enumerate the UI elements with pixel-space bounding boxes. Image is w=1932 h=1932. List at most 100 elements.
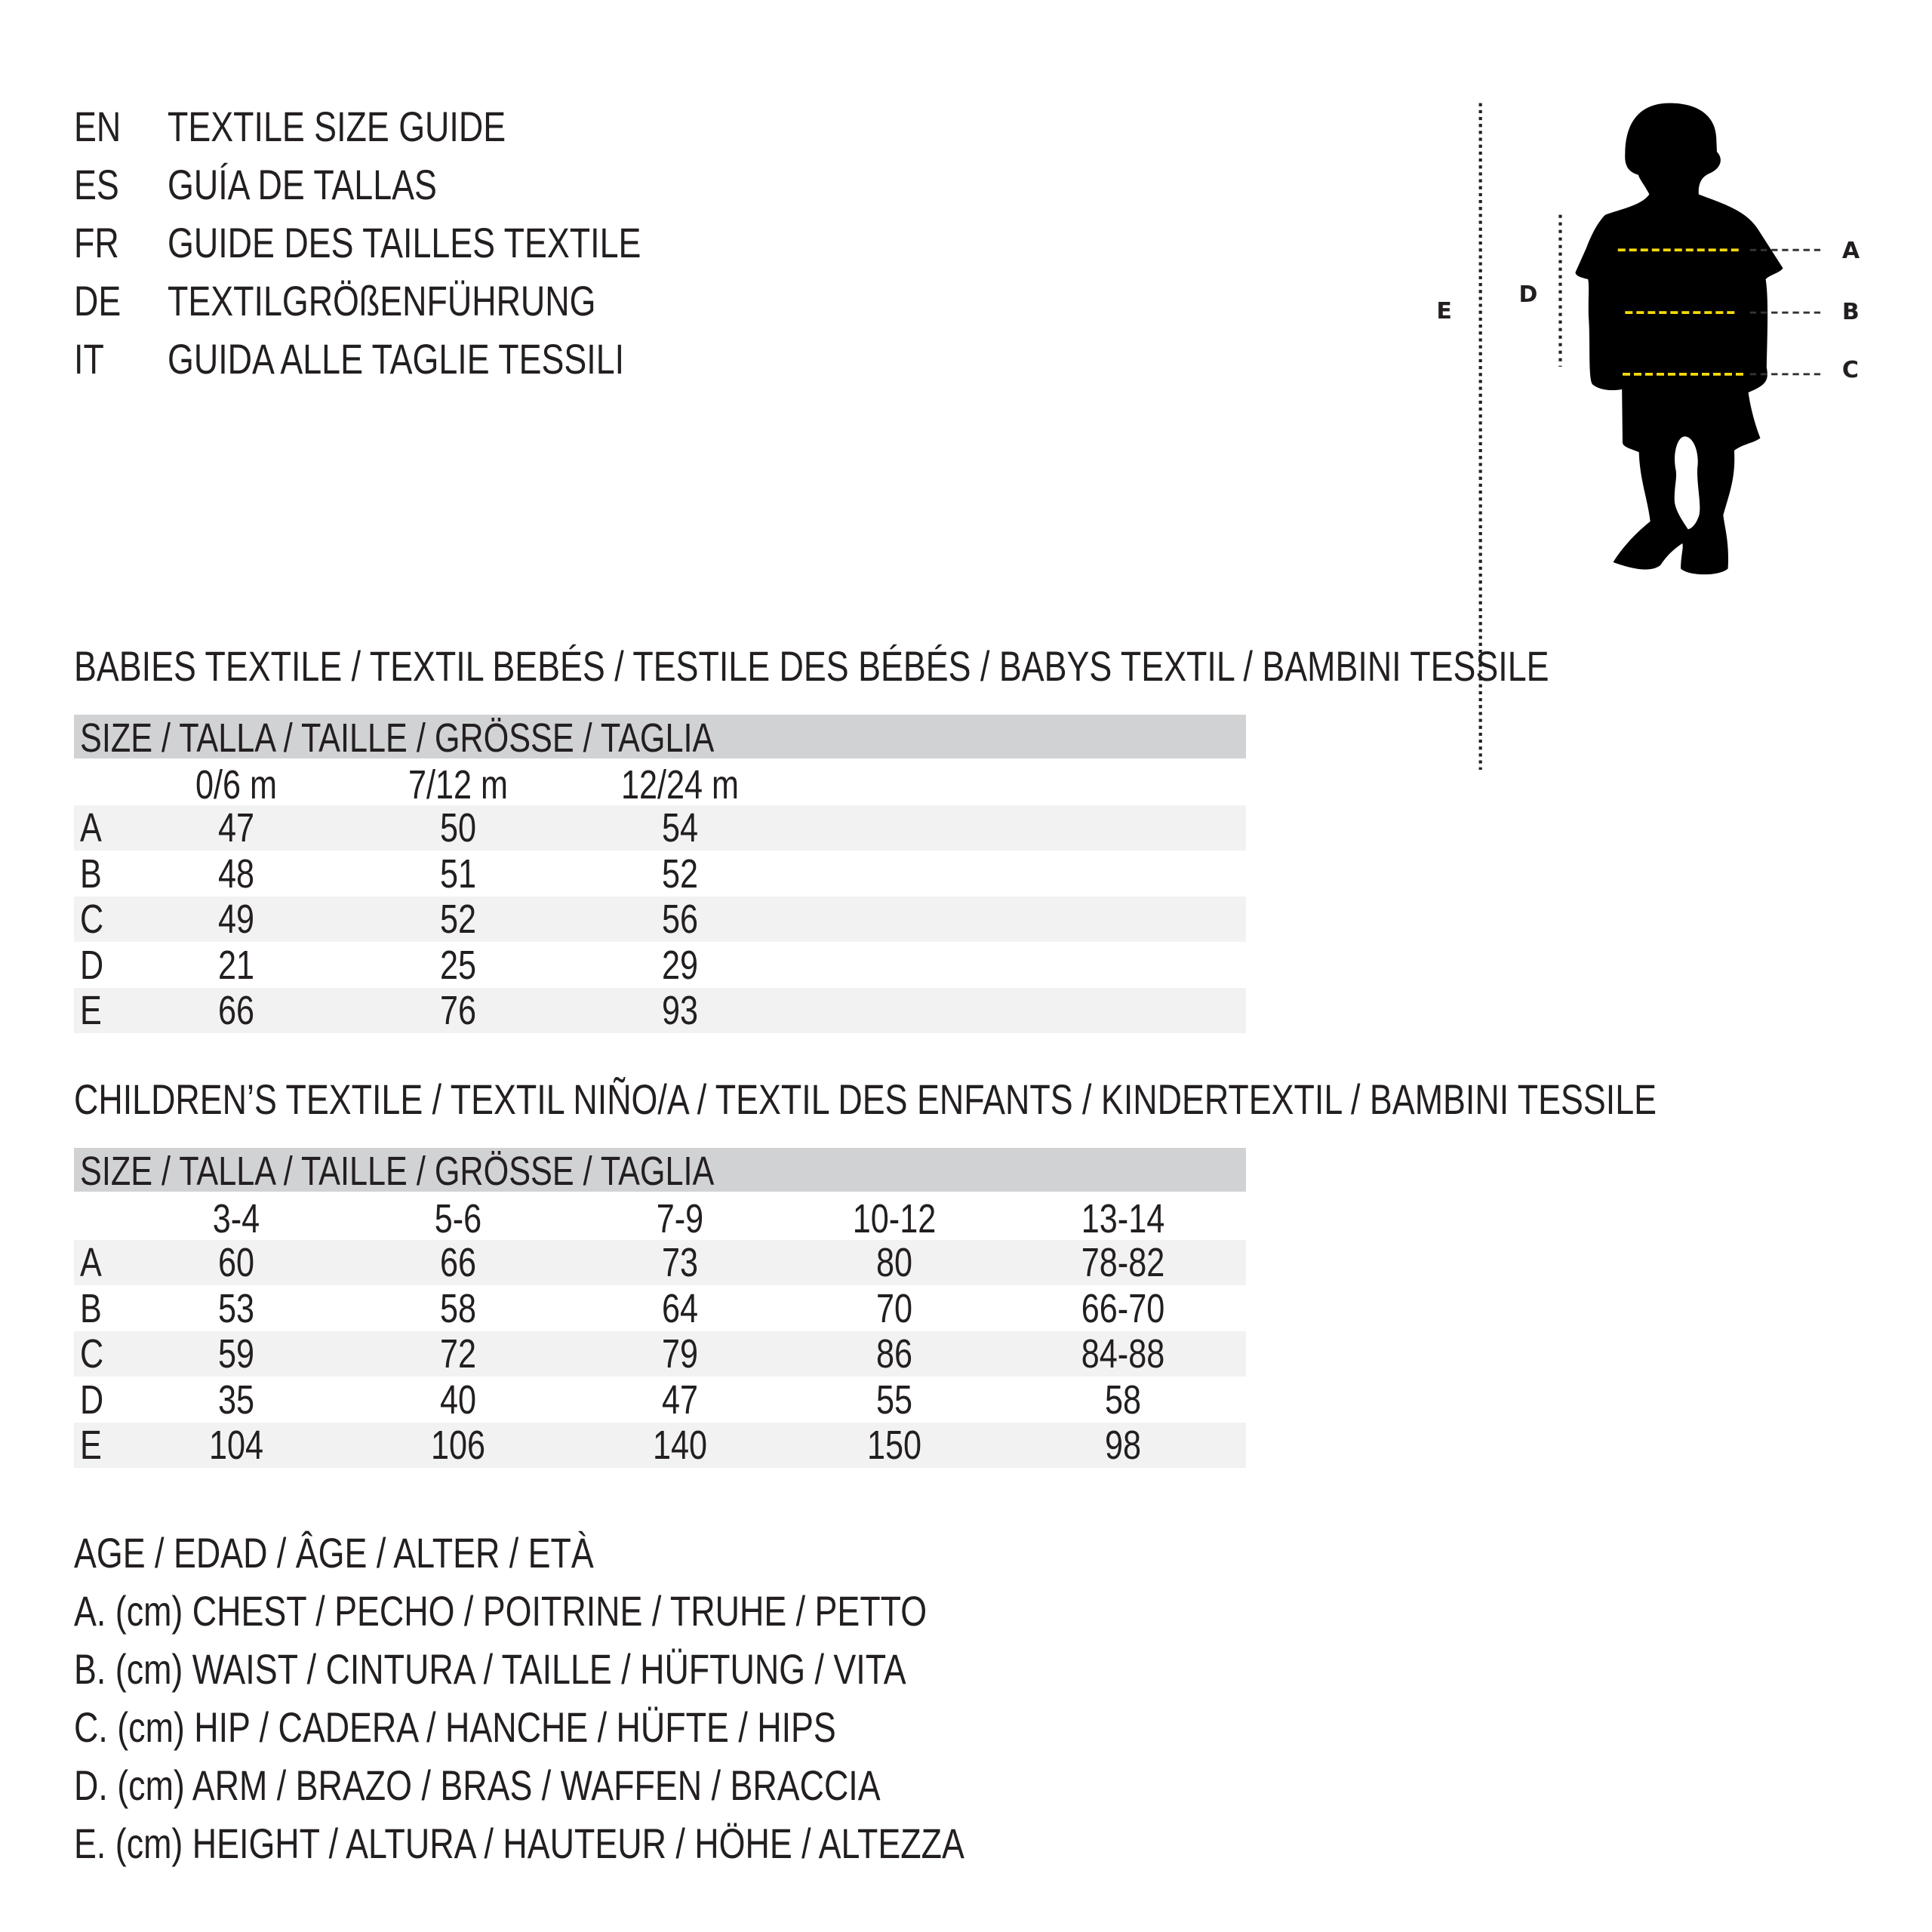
legend-height: E. (cm) HEIGHT / ALTURA / HAUTEUR / HÖHE… — [74, 1820, 964, 1867]
lang-code: IT — [74, 335, 104, 383]
table-cell: 150 — [866, 1423, 922, 1468]
label-c: C — [1842, 357, 1859, 383]
table-cell: 58 — [1104, 1377, 1142, 1423]
table-row: B 48 51 52 — [74, 851, 1246, 897]
table-cell: 66 — [439, 1240, 477, 1285]
row-label: E — [80, 1423, 102, 1468]
table-cell: 53 — [217, 1285, 255, 1331]
legend-chest: A. (cm) CHEST / PECHO / POITRINE / TRUHE… — [74, 1587, 928, 1635]
table-cell: 70 — [875, 1285, 913, 1331]
children-title: CHILDREN’S TEXTILE / TEXTIL NIÑO/A / TEX… — [74, 1075, 1657, 1123]
row-label: A — [80, 1240, 102, 1285]
table-cell: 104 — [208, 1423, 264, 1468]
title-text: TEXTILE SIZE GUIDE — [168, 103, 506, 150]
table-row: B 53 58 64 70 66-70 — [74, 1286, 1246, 1331]
table-row: E 66 76 93 — [74, 988, 1246, 1033]
title-text: GUÍA DE TALLAS — [168, 161, 437, 208]
table-cell: 21 — [217, 942, 255, 988]
column-header: 10-12 — [852, 1196, 937, 1241]
table-cell: 72 — [439, 1331, 477, 1377]
table-cell: 60 — [217, 1240, 255, 1285]
table-row: D 21 25 29 — [74, 943, 1246, 988]
table-cell: 79 — [661, 1331, 699, 1377]
table-cell: 54 — [661, 805, 699, 851]
size-header: SIZE / TALLA / TAILLE / GRÖSSE / TAGLIA — [80, 1149, 715, 1194]
table-cell: 58 — [439, 1285, 477, 1331]
row-label: B — [80, 851, 102, 897]
title-text: TEXTILGRÖßENFÜHRUNG — [168, 277, 596, 325]
table-cell: 80 — [875, 1240, 913, 1285]
table-row: A 60 66 73 80 78-82 — [74, 1240, 1246, 1285]
babies-title: BABIES TEXTILE / TEXTIL BEBÉS / TESTILE … — [74, 642, 1549, 690]
column-header: 7/12 m — [408, 762, 509, 808]
leg-gap — [1674, 436, 1700, 530]
row-label: C — [80, 897, 104, 942]
table-cell: 98 — [1104, 1423, 1142, 1468]
column-header: 5-6 — [434, 1196, 482, 1241]
table-cell: 64 — [661, 1285, 699, 1331]
title-text: GUIDE DES TAILLES TEXTILE — [168, 219, 641, 266]
row-label: D — [80, 942, 104, 988]
row-label: C — [80, 1331, 104, 1377]
table-cell: 40 — [439, 1377, 477, 1423]
lang-code: EN — [74, 103, 122, 150]
label-a: A — [1842, 238, 1860, 264]
label-e: E — [1436, 298, 1452, 325]
legend-hip: C. (cm) HIP / CADERA / HANCHE / HÜFTE / … — [74, 1703, 836, 1751]
table-cell: 56 — [661, 897, 699, 942]
table-cell: 52 — [661, 851, 699, 897]
table-cell: 73 — [661, 1240, 699, 1285]
column-header: 7-9 — [656, 1196, 704, 1241]
table-row: C 49 52 56 — [74, 897, 1246, 942]
table-cell: 66 — [217, 988, 255, 1033]
table-cell: 106 — [430, 1423, 486, 1468]
legend-arm: D. (cm) ARM / BRAZO / BRAS / WAFFEN / BR… — [74, 1761, 881, 1809]
lang-code: FR — [74, 219, 119, 266]
babies-size-header-bar: SIZE / TALLA / TAILLE / GRÖSSE / TAGLIA — [74, 715, 1246, 761]
table-cell: 78-82 — [1081, 1240, 1165, 1285]
child-silhouette — [1575, 103, 1783, 575]
legend-waist: B. (cm) WAIST / CINTURA / TAILLE / HÜFTU… — [74, 1645, 906, 1693]
label-d: D — [1519, 281, 1538, 308]
row-label: B — [80, 1285, 102, 1331]
table-cell: 52 — [439, 897, 477, 942]
label-b: B — [1842, 299, 1860, 325]
table-row: A 47 50 54 — [74, 805, 1246, 851]
row-label: A — [80, 805, 102, 851]
table-cell: 55 — [875, 1377, 913, 1423]
table-cell: 47 — [217, 805, 255, 851]
legend-age: AGE / EDAD / ÂGE / ALTER / ETÀ — [74, 1529, 594, 1577]
babies-column-headers: 0/6 m 7/12 m 12/24 m — [74, 762, 1246, 808]
table-cell: 76 — [439, 988, 477, 1033]
lang-code: DE — [74, 277, 122, 325]
table-cell: 59 — [217, 1331, 255, 1377]
table-row: D 35 40 47 55 58 — [74, 1377, 1246, 1423]
table-row: E 104 106 140 150 98 — [74, 1423, 1246, 1468]
table-cell: 49 — [217, 897, 255, 942]
table-cell: 140 — [652, 1423, 708, 1468]
column-header: 3-4 — [212, 1196, 260, 1241]
table-cell: 51 — [439, 851, 477, 897]
lang-code: ES — [74, 161, 119, 208]
column-header: 0/6 m — [195, 762, 278, 808]
table-cell: 93 — [661, 988, 699, 1033]
row-label: E — [80, 988, 102, 1033]
table-cell: 47 — [661, 1377, 699, 1423]
table-cell: 50 — [439, 805, 477, 851]
table-cell: 66-70 — [1081, 1285, 1165, 1331]
table-cell: 84-88 — [1081, 1331, 1165, 1377]
column-header: 12/24 m — [620, 762, 740, 808]
table-cell: 25 — [439, 942, 477, 988]
size-header: SIZE / TALLA / TAILLE / GRÖSSE / TAGLIA — [80, 715, 715, 761]
column-header: 13-14 — [1081, 1196, 1165, 1241]
title-text: GUIDA ALLE TAGLIE TESSILI — [168, 335, 625, 383]
table-cell: 86 — [875, 1331, 913, 1377]
table-row: C 59 72 79 86 84-88 — [74, 1331, 1246, 1377]
table-cell: 48 — [217, 851, 255, 897]
row-label: D — [80, 1377, 104, 1423]
table-cell: 29 — [661, 942, 699, 988]
table-cell: 35 — [217, 1377, 255, 1423]
children-size-header-bar: SIZE / TALLA / TAILLE / GRÖSSE / TAGLIA — [74, 1148, 1246, 1194]
children-column-headers: 3-4 5-6 7-9 10-12 13-14 — [74, 1196, 1246, 1241]
child-measurement-figure: A B C D E — [1436, 103, 1860, 770]
